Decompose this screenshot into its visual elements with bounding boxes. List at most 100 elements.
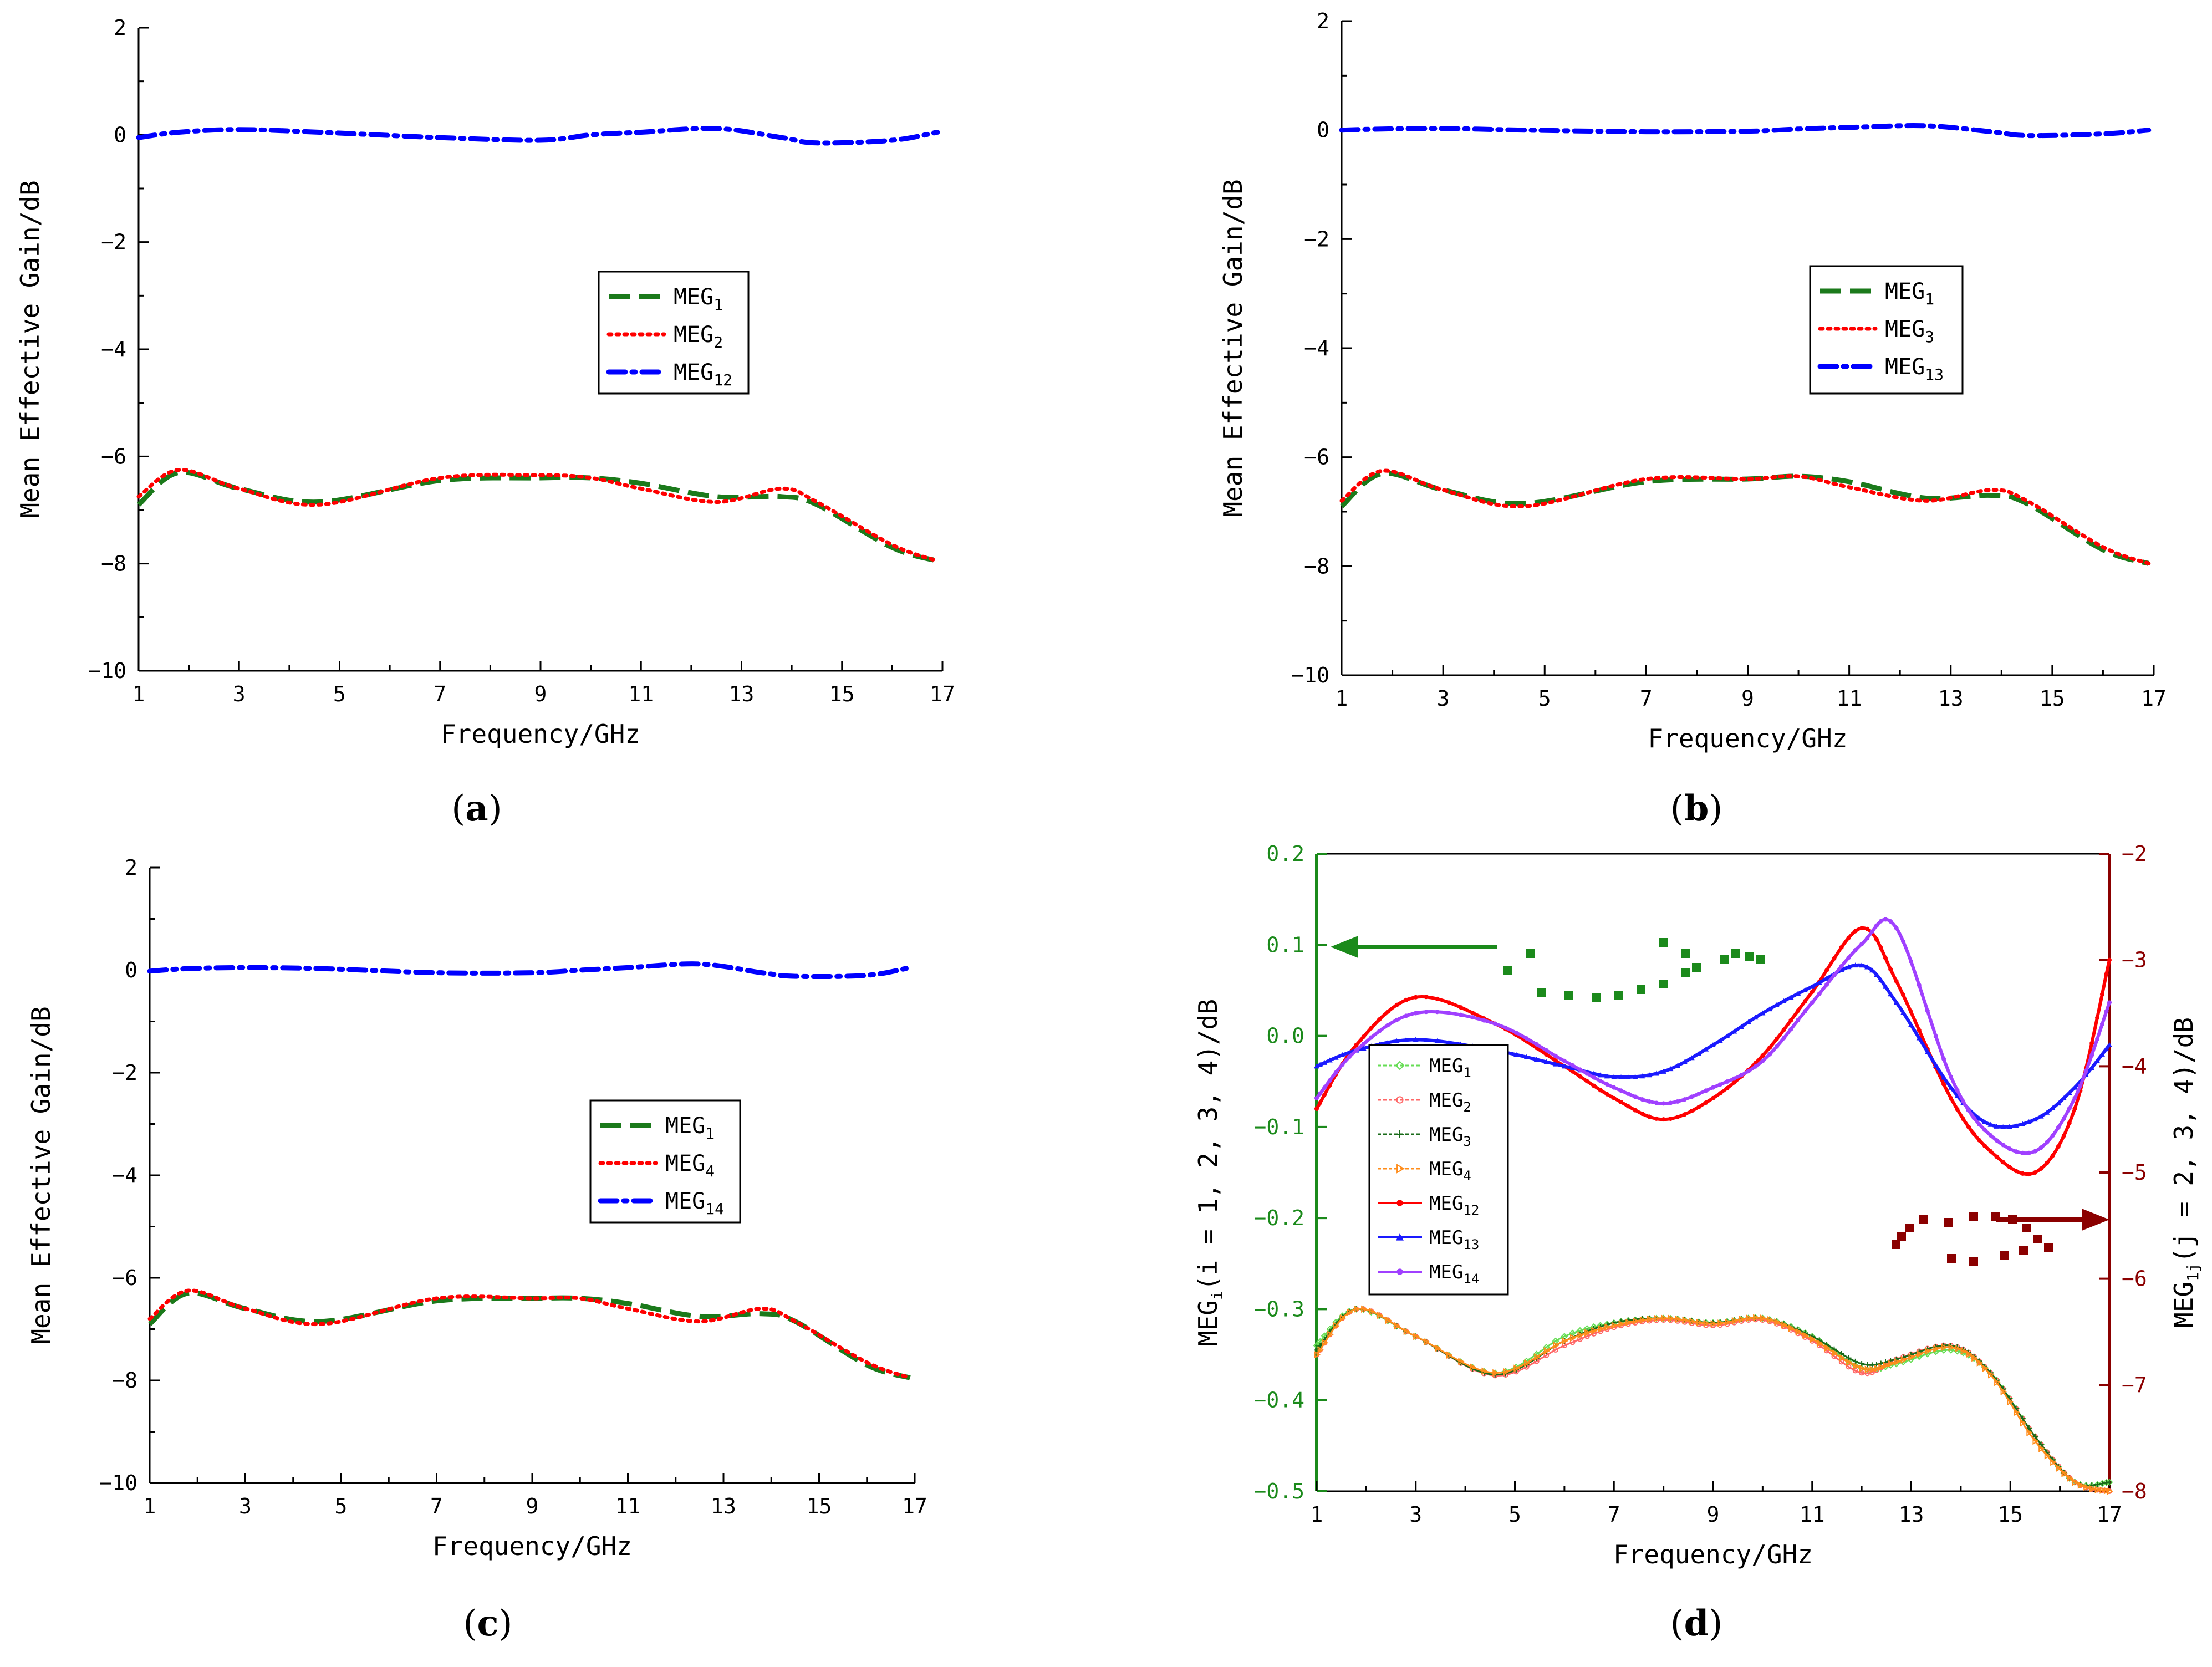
series-marker [2083, 1069, 2088, 1074]
right-indicator-dot [2019, 1246, 2028, 1255]
series-marker [2094, 1481, 2101, 1487]
series-marker [2061, 1095, 2067, 1100]
series-marker [1458, 1005, 1463, 1010]
series-marker [2099, 1022, 2104, 1027]
series-marker [1988, 1133, 1993, 1138]
series-marker [1668, 1117, 1673, 1121]
series-marker [1339, 1052, 1345, 1057]
series-marker [2095, 1015, 2100, 1020]
series-marker [1949, 1074, 1953, 1079]
series-marker [1446, 1000, 1451, 1005]
right-y-tick-label: −3 [2122, 948, 2147, 972]
left-indicator-dot [1659, 938, 1668, 947]
series-marker [1832, 973, 1837, 978]
series-marker [2099, 1051, 2105, 1057]
y-axis-label: Mean Effective Gain/dB [1218, 179, 1248, 517]
series-marker [1982, 1364, 1989, 1373]
series-marker [1816, 980, 1822, 985]
series-marker [2038, 1113, 2044, 1119]
x-tick-label: 7 [1640, 686, 1653, 711]
left-y-tick-label: 0.0 [1266, 1024, 1304, 1048]
series-marker [1976, 1115, 1982, 1121]
right-y-tick-label: −6 [2122, 1267, 2147, 1291]
series-marker [1403, 1037, 1409, 1043]
series-marker [1317, 1062, 1323, 1067]
series-marker [1604, 1073, 1610, 1079]
series-marker [2107, 957, 2112, 962]
series-marker [1553, 1053, 1558, 1058]
series-marker [1859, 1361, 1865, 1367]
series-marker [1933, 1062, 1939, 1068]
series-marker [1874, 923, 1879, 928]
x-tick-label: 11 [628, 682, 654, 706]
series-marker [2078, 1083, 2083, 1088]
x-tick-label: 1 [144, 1494, 156, 1518]
y-tick-label: −6 [112, 1266, 137, 1290]
series-marker [2050, 1133, 2055, 1138]
right-y-axis-label: MEG1j(j = 2, 3, 4)/dB [2169, 1017, 2202, 1328]
series-marker [1394, 1002, 1399, 1007]
x-tick-label: 15 [2040, 686, 2065, 711]
series-marker [1318, 1091, 1323, 1096]
series-marker [1796, 1018, 1801, 1023]
series-marker [1941, 1343, 1948, 1352]
series-marker [1660, 1068, 1666, 1074]
series-marker [1481, 1018, 1486, 1023]
left-indicator-dot [1503, 966, 1512, 975]
series-marker [1746, 1069, 1751, 1074]
series-marker [1955, 1345, 1961, 1353]
series-marker [1368, 1307, 1375, 1316]
series-marker [1853, 929, 1858, 934]
series-marker [2020, 1419, 2027, 1427]
series-marker [1731, 1317, 1739, 1325]
series-marker [1846, 955, 1851, 960]
series-marker [1639, 1073, 1645, 1079]
x-tick-label: 3 [239, 1494, 252, 1518]
series-marker [1853, 1362, 1859, 1370]
series-marker [1874, 937, 1879, 942]
series-marker [1385, 1039, 1391, 1045]
y-tick-label: 2 [125, 855, 137, 880]
series-marker [1878, 919, 1883, 924]
series-marker [1647, 1315, 1654, 1323]
series-marker [2014, 1169, 2019, 1174]
series-marker [1333, 1054, 1339, 1060]
legend-label-subscript: 14 [1463, 1271, 1479, 1287]
series-marker [1612, 1095, 1617, 1100]
series-marker [2103, 1487, 2111, 1495]
legend-label: MEG2 [1429, 1089, 1471, 1115]
series-marker [2094, 1058, 2101, 1063]
x-axis-label: Frequency/GHz [432, 1531, 632, 1561]
series-marker [1689, 1108, 1694, 1113]
x-tick-label: 9 [1707, 1502, 1720, 1527]
series-marker [2045, 1140, 2050, 1145]
series-marker [1340, 1062, 1345, 1067]
series-marker [1333, 1322, 1340, 1330]
series-marker [1900, 1010, 1907, 1015]
series-marker [1893, 1000, 1899, 1005]
series-marker [2038, 1441, 2044, 1447]
series-marker [1925, 1347, 1931, 1355]
right-indicator-dot [1919, 1215, 1928, 1224]
series-marker [1470, 1010, 1475, 1015]
series-marker [1994, 1378, 2001, 1386]
series-marker [1817, 1339, 1823, 1347]
right-y-tick-label: −2 [2122, 842, 2147, 866]
series-marker [1864, 1365, 1872, 1373]
y-tick-label: −2 [101, 230, 126, 254]
series-marker [1513, 1030, 1518, 1035]
series-marker [2006, 1124, 2012, 1129]
series-marker [1859, 941, 1864, 946]
left-y-tick-label: 0.2 [1266, 842, 1304, 866]
series-marker [1994, 1123, 2000, 1129]
x-axis-label: Frequency/GHz [1613, 1539, 1813, 1569]
series-marker [1908, 1022, 1914, 1027]
series-marker [1689, 1055, 1695, 1061]
y-tick-label: 0 [114, 123, 126, 147]
series-marker [2038, 1145, 2043, 1150]
series-marker [1661, 1117, 1666, 1122]
series-marker [2104, 972, 2109, 977]
series-marker [1949, 1095, 1953, 1100]
legend-entry: MEG2 [1378, 1089, 1471, 1115]
